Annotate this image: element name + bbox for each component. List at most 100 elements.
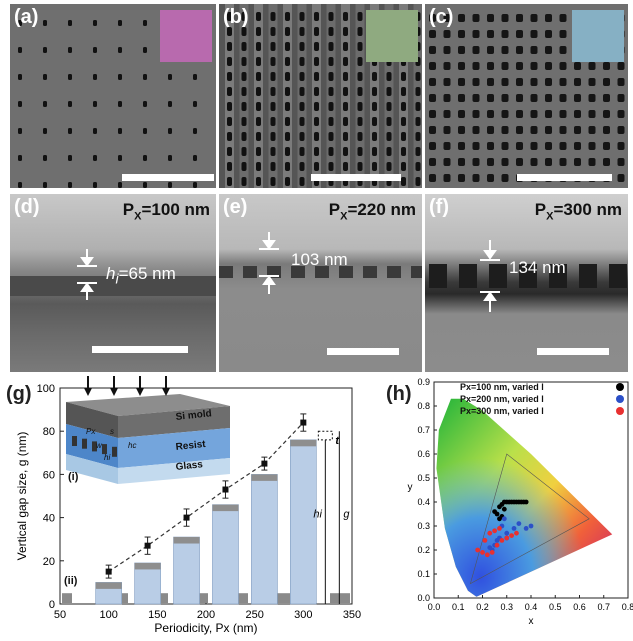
sem-slot [429,30,436,38]
grating-tooth [315,266,329,278]
sem-slot [299,42,305,51]
sem-slot [227,42,232,51]
sem-slot [545,94,552,102]
grating-tooth [489,264,507,288]
sem-slot [357,162,363,171]
sem-slot [285,147,290,156]
legend-entry: Px=300 nm, varied l [460,406,544,416]
sem-slot [472,62,480,70]
sem-slot [545,110,552,118]
sem-slot [328,162,334,171]
bar-hi [173,536,200,605]
sem-slot [443,62,451,70]
sem-slot [256,117,261,126]
sem-slot [270,87,276,96]
sem-slot [270,147,276,156]
y-tick-label: 0.6 [417,449,430,459]
sem-slot [559,126,567,134]
legend-entry: Px=100 nm, varied l [460,382,544,392]
cie-point [511,526,517,531]
sem-slot [241,177,247,186]
sem-slot [299,132,305,141]
sem-hole [143,47,147,53]
x-tick-label: 100 [99,609,117,621]
panel-e-label: (e) [223,196,248,218]
sem-slot [357,72,363,81]
base-pad [62,593,72,603]
sem-slot [386,87,392,96]
sem-hole [143,182,147,188]
arrow-head [262,275,276,285]
arrow-head [483,291,497,301]
sem-slot [545,46,552,54]
sem-slot [472,110,480,118]
sem-slot [530,30,538,38]
hi-inset-symbol: hi [104,453,110,462]
panel-g-chart: 50 100 150 200 250 300 350 0 20 40 60 80 100 t hi g Si m… [6,376,361,635]
sem-hole [43,101,47,107]
bar-cap [251,474,278,481]
sem-hole [18,128,22,134]
sem-slot [372,87,377,96]
grating-tooth [219,266,233,278]
sem-slot [357,132,363,141]
sem-slot [516,78,523,86]
sem-slot [429,158,436,166]
sem-hole [68,74,72,80]
panel-a-label: (a) [14,6,39,28]
sem-slot [386,132,392,141]
sem-slot [328,132,334,141]
sem-slot [343,87,348,96]
x-axis-label: Periodicity, Px (nm) [154,621,257,635]
grating-tooth [459,264,477,288]
px-symbol: Px [86,427,96,436]
sem-slot [299,102,305,111]
sem-slot [516,62,523,70]
sem-slot [617,94,625,102]
sem-slot [241,147,247,156]
panel-a: (a) [10,4,216,188]
sem-hole [118,20,122,26]
sem-slot [256,87,261,96]
bar-cap [95,582,122,589]
sem-slot [372,102,377,111]
panel-c: (c) [425,4,628,188]
sem-hole [43,47,47,53]
sem-slot [588,62,596,70]
cie-point [487,530,493,536]
cie-point [494,538,500,543]
sem-slot [443,110,451,118]
glass-front [66,454,118,484]
glass-side [118,458,230,484]
sem-slot [241,117,247,126]
sem-slot [574,126,581,134]
sem-slot [487,158,494,166]
sem-slot [270,27,276,36]
y-tick-label: 0.0 [417,593,430,603]
sem-slot [270,12,276,21]
grating-tooth [363,266,377,278]
sem-slot [241,87,247,96]
sem-slot [241,57,247,66]
panel-e: PX=220 nm 103 nm (e) [219,194,422,372]
sem-slot [357,117,363,126]
sem-slot [328,147,334,156]
sem-slot [357,147,363,156]
sem-slot [472,94,480,102]
sem-slot [501,62,509,70]
sem-slot [487,174,494,182]
panel-b-slots [225,4,422,188]
sem-slot [372,117,377,126]
sem-slot [559,14,567,22]
sem-slot [343,57,348,66]
g-symbol: g [343,509,350,521]
hc-symbol: hc [128,441,136,450]
sem-slot [516,142,523,150]
sem-slot [227,147,232,156]
cie-point [516,521,522,526]
sem-slot [443,46,451,54]
sem-slot [429,142,436,150]
x-tick-label: 0.6 [573,602,586,612]
sem-slot [415,102,421,111]
sem-slot [472,142,480,150]
